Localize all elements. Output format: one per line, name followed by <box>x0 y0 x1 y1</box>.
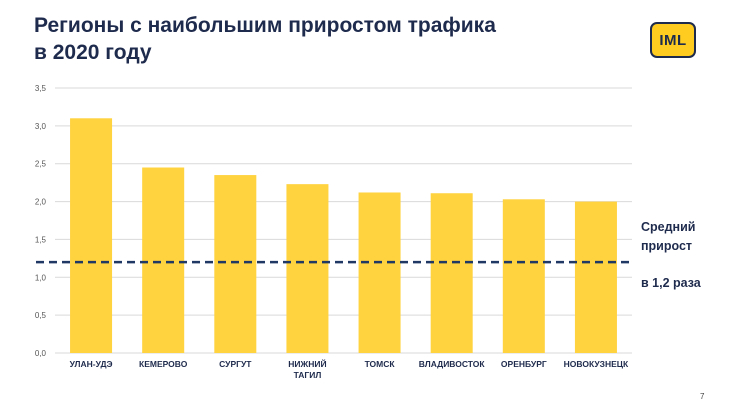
y-tick-label: 1,0 <box>35 273 47 282</box>
average-label-line-3: в 1,2 раза <box>641 276 701 290</box>
y-tick-label: 2,5 <box>35 160 47 169</box>
bar <box>286 184 329 353</box>
y-tick-label: 0,5 <box>35 311 47 320</box>
y-tick-label: 3,5 <box>35 84 47 93</box>
page-number: 7 <box>700 392 705 401</box>
y-tick-label: 3,0 <box>35 122 47 131</box>
y-tick-label: 0,0 <box>35 349 47 358</box>
x-category-label: НИЖНИЙ ТАГИЛ <box>288 358 326 380</box>
bar <box>574 201 617 353</box>
bar <box>70 118 113 354</box>
bar <box>214 175 257 353</box>
x-category-label: НОВОКУЗНЕЦК <box>564 359 629 369</box>
x-category-label: ОРЕНБУРГ <box>501 359 547 369</box>
x-category-label: ВЛАДИВОСТОК <box>419 359 486 369</box>
bar <box>502 199 545 353</box>
y-tick-label: 2,0 <box>35 198 47 207</box>
logo-text: IML <box>659 31 687 49</box>
bar <box>430 193 473 353</box>
bars <box>70 118 617 354</box>
y-axis-ticks: 0,0 0,5 1,0 1,5 2,0 2,5 3,0 3,5 <box>35 84 47 358</box>
x-category-label: СУРГУТ <box>219 359 252 369</box>
x-category-label: ТОМСК <box>365 359 396 369</box>
iml-logo: IML <box>650 22 696 58</box>
slide-title: Регионы с наибольшим приростом трафика в… <box>34 12 594 66</box>
average-label: Средний прирост в 1,2 раза <box>641 218 725 293</box>
x-category-label: КЕМЕРОВО <box>139 359 188 369</box>
x-axis-labels: УЛАН-УДЭ КЕМЕРОВО СУРГУТ НИЖНИЙ ТАГИЛ ТОМСК ВЛ… <box>70 358 629 380</box>
x-category-label: УЛАН-УДЭ <box>70 359 113 369</box>
title-line-1: Регионы с наибольшим приростом трафика <box>34 14 496 37</box>
grid-lines <box>55 87 632 354</box>
average-label-line-1: Средний <box>641 220 696 234</box>
title-line-2: в 2020 году <box>34 41 152 64</box>
bar <box>142 167 185 353</box>
bar <box>358 192 401 353</box>
average-label-line-2: прирост <box>641 239 693 253</box>
y-tick-label: 1,5 <box>35 235 47 244</box>
